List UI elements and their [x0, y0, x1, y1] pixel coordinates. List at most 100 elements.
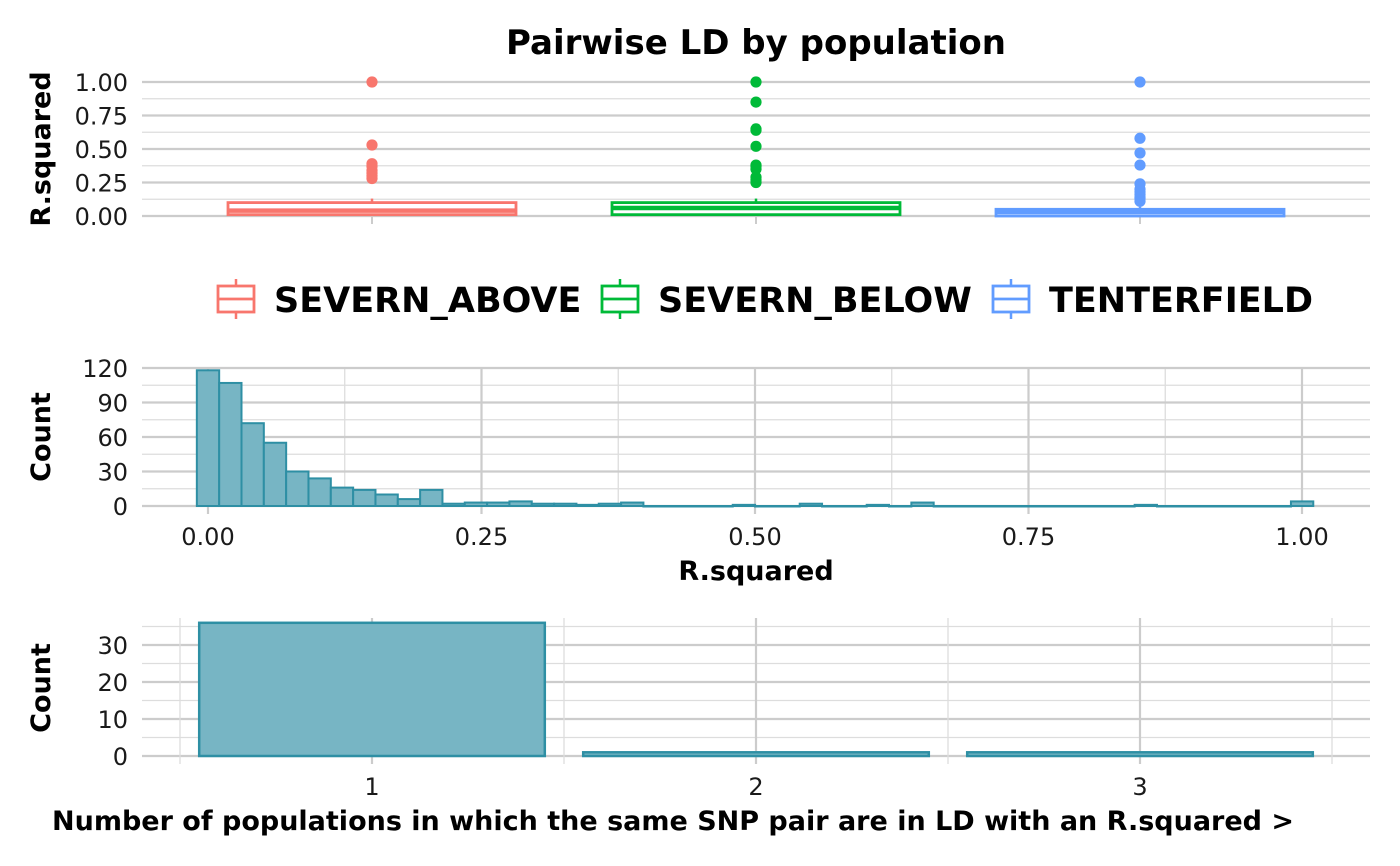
histogram-bar: [1021, 505, 1047, 508]
histogram-bar: [1289, 500, 1315, 507]
histogram-bar: [441, 502, 466, 508]
population-count-y-tick-label: 30: [97, 632, 128, 660]
box-plot-y-tick-label: 0.25: [75, 170, 128, 198]
histogram-y-axis-title: Count: [26, 392, 57, 482]
histogram-y-tick-label: 30: [97, 459, 128, 487]
legend-label: SEVERN_BELOW: [658, 281, 972, 321]
histogram-y-tick-label: 90: [97, 390, 128, 418]
histogram-bar: [1200, 505, 1225, 508]
histogram-bar: [352, 488, 377, 507]
histogram-bar: [1088, 505, 1114, 508]
histogram-bar: [731, 503, 757, 508]
box-outlier-point: [750, 140, 762, 152]
histogram-x-ticks: 0.00 0.25 0.50 0.75 1.00: [181, 523, 1328, 551]
histogram-bar: [865, 503, 891, 508]
histogram-bar: [932, 505, 958, 508]
histogram-bars: [195, 369, 1315, 508]
box-outlier-point: [1134, 159, 1146, 171]
histogram-bar: [195, 369, 221, 507]
box-plot-tenterfield: [994, 76, 1286, 218]
box-outlier-point: [1134, 76, 1146, 88]
histogram-bar: [664, 505, 690, 508]
population-count-bar: [197, 621, 547, 758]
histogram-bar: [999, 505, 1024, 508]
histogram-bar: [888, 505, 913, 508]
population-count-y-axis-title: Count: [26, 643, 57, 733]
histogram-bar: [530, 502, 556, 508]
box-outlier-point: [1134, 147, 1146, 159]
box-outlier-point: [750, 159, 762, 171]
histogram-bar: [977, 505, 1002, 508]
box-plot-y-tick-label: 1.00: [75, 69, 128, 97]
legend-item-severn-above: SEVERN_ABOVE: [216, 279, 581, 321]
box-outlier-point: [366, 76, 378, 88]
histogram-bar: [1222, 505, 1248, 508]
population-count-y-tick-label: 10: [97, 706, 128, 734]
histogram-x-tick-label: 1.00: [1275, 523, 1328, 551]
histogram-bar: [1155, 505, 1181, 508]
histogram-bar: [821, 505, 846, 508]
box-outlier-point: [366, 139, 378, 151]
histogram-panel: 0 30 60 90 120 0.00 0.25 0.50 0.75 1.00 R.square…: [26, 355, 1370, 587]
histogram-bar: [463, 501, 489, 507]
population-count-y-tick-label: 20: [97, 669, 128, 697]
histogram-bar: [1111, 505, 1136, 508]
histogram-bar: [1133, 503, 1158, 508]
box-outlier-point: [750, 96, 762, 108]
histogram-y-tick-label: 120: [82, 355, 128, 383]
box-outlier-point: [1134, 132, 1146, 144]
population-count-bars: [197, 621, 1315, 758]
histogram-y-tick-label: 60: [97, 424, 128, 452]
histogram-x-axis-title: R.squared: [678, 556, 833, 587]
histogram-bar: [285, 470, 310, 507]
population-count-x-axis-title: Number of populations in which the same …: [52, 806, 1294, 837]
histogram-bar: [597, 502, 623, 508]
box-outlier-point: [750, 123, 762, 135]
population-count-x-ticks: 1 2 3: [364, 773, 1147, 801]
box-outlier-point: [750, 76, 762, 88]
box-plot-y-tick-label: 0.50: [75, 136, 128, 164]
histogram-bar: [329, 486, 355, 508]
histogram-bar: [955, 505, 980, 508]
box-outlier-point: [1134, 178, 1146, 190]
histogram-x-tick-label: 0.50: [728, 523, 781, 551]
legend-item-tenterfield: TENTERFIELD: [991, 279, 1313, 321]
population-count-bar: [581, 751, 931, 758]
population-count-panel: 0 10 20 30 1 2 3 Number of populations in whi…: [26, 618, 1370, 837]
histogram-bar: [754, 505, 779, 508]
box-outlier-point: [366, 158, 378, 170]
box-outlier-point: [750, 171, 762, 183]
population-count-x-tick-label: 3: [1132, 773, 1147, 801]
population-count-y-tick-label: 0: [113, 743, 128, 771]
histogram-bar: [508, 500, 533, 507]
box-plot-panel: Pairwise LD by population 0.000.250.500.…: [26, 23, 1370, 231]
box-plot-y-tick-label: 0.00: [75, 203, 128, 231]
histogram-bar: [709, 505, 734, 508]
histogram-y-ticks: 0 30 60 90 120: [82, 355, 128, 521]
histogram-bar: [1044, 505, 1069, 508]
box-plot-y-axis-title: R.squared: [26, 71, 57, 226]
histogram-bar: [843, 505, 868, 508]
population-count-y-ticks: 0 10 20 30: [97, 632, 128, 771]
histogram-bar: [1066, 505, 1091, 508]
population-count-x-tick-label: 1: [364, 773, 379, 801]
box-plot-y-tick-label: 0.75: [75, 103, 128, 131]
histogram-bar: [776, 505, 801, 508]
box-plot-series: [226, 76, 1286, 218]
histogram-bar: [240, 422, 265, 508]
chart-title: Pairwise LD by population: [506, 23, 1006, 63]
legend-label: TENTERFIELD: [1049, 281, 1313, 321]
histogram-bar: [642, 505, 667, 508]
histogram-bar: [798, 502, 824, 508]
box-plot-severn-above: [226, 76, 518, 217]
histogram-x-tick-label: 0.00: [181, 523, 234, 551]
histogram-bar: [910, 501, 935, 507]
population-count-bar: [965, 751, 1315, 758]
histogram-gridlines: [142, 366, 1370, 514]
histogram-bar: [575, 503, 600, 508]
legend: SEVERN_ABOVE SEVERN_BELOW TENTERFIELD: [216, 279, 1313, 321]
histogram-bar: [553, 502, 578, 508]
histogram-bar: [1245, 505, 1270, 508]
box-plot-y-ticks: 0.00 0.25 0.50 0.75 1.00: [75, 69, 128, 231]
legend-item-severn-below: SEVERN_BELOW: [600, 279, 972, 321]
